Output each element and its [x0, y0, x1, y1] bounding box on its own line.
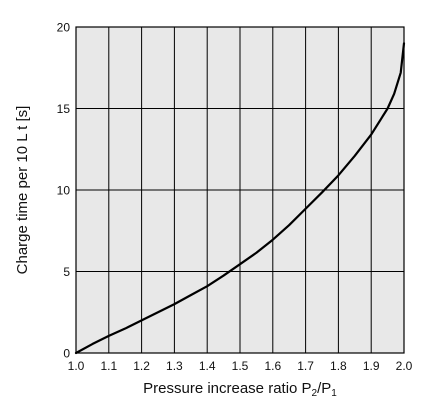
x-tick-label: 1.8 — [330, 359, 347, 373]
plot-frame — [75, 26, 405, 354]
x-tick-label: 1.1 — [100, 359, 117, 373]
x-axis-title: Pressure increase ratio P2/P1 — [143, 380, 337, 399]
x-tick-label: 1.7 — [297, 359, 314, 373]
y-tick-label: 10 — [57, 184, 71, 198]
y-tick-label: 20 — [57, 21, 71, 35]
y-axis-tick-labels: 0 5 10 15 20 — [57, 21, 71, 361]
x-axis-tick-labels: 1.0 1.1 1.2 1.3 1.4 1.5 1.6 1.7 1.8 1.9 2.0 — [68, 359, 413, 373]
y-tick-label: 15 — [57, 102, 71, 116]
x-tick-label: 1.9 — [363, 359, 380, 373]
x-tick-label: 1.3 — [166, 359, 183, 373]
y-axis-title: Charge time per 10 L t [s] — [14, 106, 31, 275]
x-tick-label: 2.0 — [396, 359, 413, 373]
x-tick-label: 1.0 — [68, 359, 85, 373]
charge-time-curve — [74, 42, 406, 355]
x-tick-label: 1.4 — [199, 359, 216, 373]
x-tick-label: 1.2 — [133, 359, 150, 373]
x-tick-label: 1.5 — [232, 359, 249, 373]
y-tick-label: 5 — [63, 265, 70, 279]
x-tick-label: 1.6 — [264, 359, 281, 373]
y-tick-label: 0 — [63, 347, 70, 361]
